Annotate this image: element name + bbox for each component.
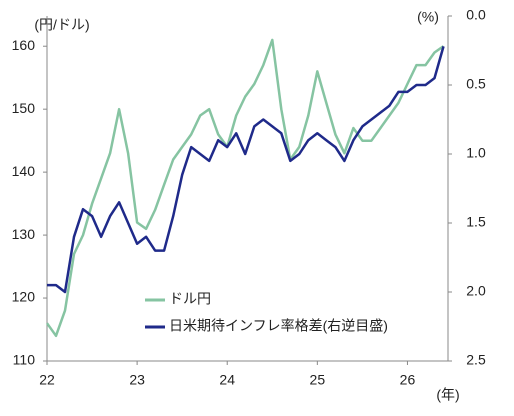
y2-tick-label: 1.5 — [466, 214, 486, 230]
y-unit-label: (円/ドル) — [34, 17, 89, 33]
y-tick-label: 140 — [12, 163, 36, 179]
y2-unit-label: (%) — [417, 9, 439, 25]
series-line — [45, 38, 445, 338]
y-tick-label: 120 — [12, 289, 36, 305]
y2-tick-label: 2.5 — [466, 352, 486, 368]
series-line — [47, 46, 445, 294]
x-tick-label: 22 — [39, 372, 55, 388]
y-tick-label: 110 — [13, 352, 36, 368]
y-tick-label: 130 — [12, 226, 36, 242]
x-tick-label: 26 — [400, 372, 416, 388]
y2-tick-label: 2.0 — [466, 283, 486, 299]
y2-tick-label: 1.0 — [466, 145, 486, 161]
legend-label: ドル円 — [169, 291, 211, 307]
x-unit-label: (年) — [436, 387, 459, 403]
y-tick-label: 160 — [12, 37, 36, 53]
y2-tick-label: 0.5 — [466, 76, 486, 92]
y-tick-label: 150 — [12, 100, 36, 116]
y2-tick-label: 0.0 — [466, 7, 486, 23]
x-tick-label: 24 — [219, 372, 235, 388]
x-tick-label: 25 — [310, 372, 326, 388]
x-tick-label: 23 — [129, 372, 145, 388]
legend-label: 日米期待インフレ率格差(右逆目盛) — [169, 318, 388, 334]
